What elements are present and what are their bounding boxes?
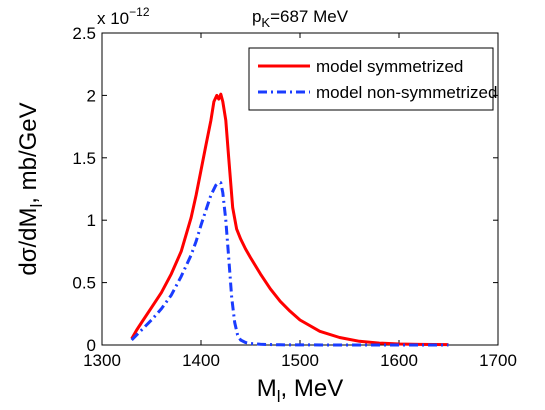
y-tick-label: 1 [87,211,96,230]
x-axis-label: Ml, MeV [257,375,343,406]
y-tick-label: 2.5 [72,24,96,43]
series-line-symmetrized [130,92,449,347]
x-tick-label: 1700 [479,351,517,370]
y-axis: 0 0.5 1 1.5 2 2.5 [72,24,498,355]
y-tick-label: 0 [87,336,96,355]
x-tick-label: 1300 [83,351,121,370]
x-tick-label: 1600 [380,351,418,370]
y-axis-label: dσ/dMl, mb/GeV [15,102,46,275]
legend-box [248,47,494,111]
chart-title: pK=687 MeV [252,7,349,30]
x-axis: 1300 1400 1500 1600 1700 [83,33,517,370]
series-line-non-symmetrized [130,181,449,347]
y-tick-label: 2 [87,86,96,105]
legend: model symmetrized model non-symmetrized [248,47,497,111]
y-tick-label: 1.5 [72,149,96,168]
x-tick-label: 1400 [182,351,220,370]
y-tick-label: 0.5 [72,274,96,293]
series-layer [130,92,449,347]
legend-label-symmetrized: model symmetrized [316,57,463,76]
y-axis-multiplier: x 10−12 [97,5,150,28]
legend-label-non-symmetrized: model non-symmetrized [316,83,497,102]
x-tick-label: 1500 [281,351,319,370]
